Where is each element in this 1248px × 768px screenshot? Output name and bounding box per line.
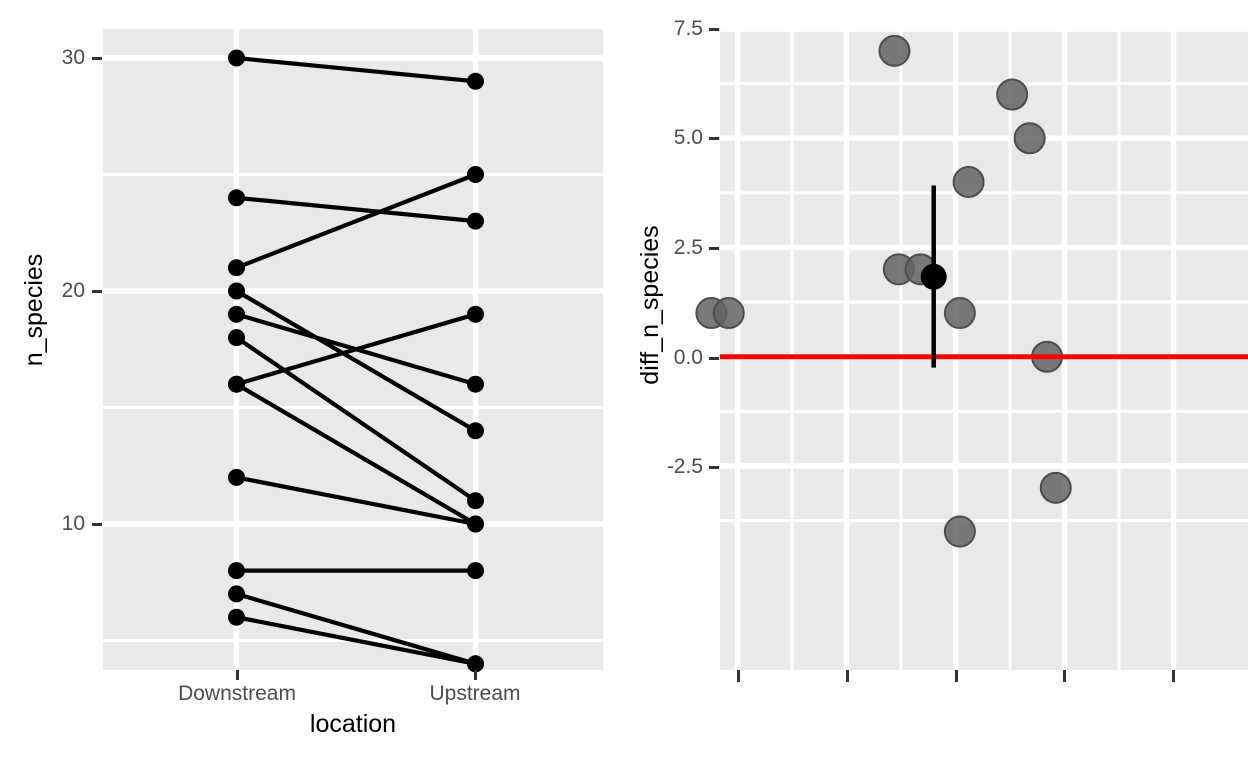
left-xtick-mark-downstream	[236, 670, 239, 680]
right-ytick-label-2-5: 2.5	[673, 236, 703, 259]
right-data-point	[952, 165, 985, 198]
right-xtick-mark-4	[1063, 670, 1066, 682]
left-data-point	[228, 608, 245, 626]
left-data-point	[228, 562, 245, 580]
left-data-point	[228, 259, 245, 277]
left-data-point	[467, 655, 484, 673]
right-ytick-mark-2-5	[709, 247, 719, 250]
left-data-point	[228, 305, 245, 323]
left-data-point	[467, 375, 484, 393]
left-ytick-label-10: 10	[61, 512, 85, 535]
left-pair-line	[234, 288, 478, 433]
right-data-point	[712, 297, 745, 330]
left-data-point	[228, 282, 245, 300]
right-ytick-mark-neg-2-5	[709, 466, 719, 469]
left-data-point	[467, 212, 484, 230]
right-xtick-mark-3	[955, 670, 958, 682]
right-ytick-mark-5-0	[709, 137, 719, 140]
left-xtick-label-downstream: Downstream	[178, 682, 296, 705]
right-ytick-label-0-0: 0.0	[673, 346, 703, 369]
left-data-point	[228, 375, 245, 393]
left-pair-line	[234, 312, 478, 387]
left-pair-line	[234, 335, 478, 503]
left-xtick-label-upstream: Upstream	[429, 682, 521, 705]
left-xtick-mark-upstream	[474, 670, 477, 680]
right-data-point	[943, 297, 976, 330]
mean-point	[920, 263, 947, 290]
right-ytick-label-5-0: 5.0	[673, 126, 703, 149]
left-pair-line	[234, 591, 478, 666]
left-data-point	[467, 166, 484, 183]
right-data-point	[996, 78, 1029, 111]
right-ytick-mark-0-0	[709, 357, 719, 360]
right-data-point	[943, 515, 976, 548]
right-xtick-mark-5	[1172, 670, 1175, 682]
left-data-point	[467, 515, 484, 533]
right-yaxis-title: diff_n_species	[636, 225, 664, 385]
right-ytick-label-neg-2-5: -2.5	[666, 455, 703, 478]
left-pair-line	[234, 172, 478, 270]
left-ytick-label-30: 30	[61, 46, 85, 69]
right-ytick-label-7-5: 7.5	[673, 17, 703, 40]
left-pair-line	[234, 615, 478, 666]
left-data-point	[467, 492, 484, 510]
left-pair-line	[234, 382, 478, 527]
left-data-point	[467, 72, 484, 90]
left-data-point	[228, 189, 245, 207]
left-data-point	[228, 585, 245, 603]
left-data-point	[467, 422, 484, 440]
left-ytick-mark-10	[92, 523, 102, 526]
left-ytick-mark-20	[92, 290, 102, 293]
right-ytick-mark-7-5	[709, 28, 719, 31]
left-ytick-label-20: 20	[61, 279, 85, 302]
right-xtick-mark-2	[846, 670, 849, 682]
right-data-point	[1013, 122, 1046, 155]
left-xaxis-title: location	[309, 710, 397, 738]
right-data-point	[1039, 471, 1072, 504]
left-data-point	[467, 562, 484, 580]
left-pair-line	[234, 195, 478, 224]
left-data-point	[467, 305, 484, 323]
left-pair-line	[234, 475, 478, 527]
right-xtick-mark-1	[737, 670, 740, 682]
left-pair-line	[234, 55, 478, 84]
left-data-point	[228, 49, 245, 67]
left-data-point	[228, 468, 245, 486]
left-data-point	[228, 329, 245, 347]
right-data-point	[878, 34, 911, 67]
left-ytick-mark-30	[92, 57, 102, 60]
